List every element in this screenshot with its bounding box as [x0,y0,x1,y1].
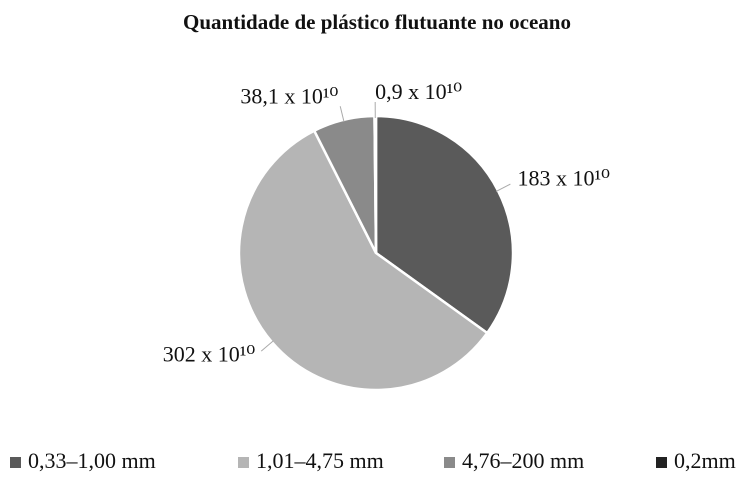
legend-swatch [10,457,21,468]
value-label: 302 x 10¹⁰ [163,341,256,366]
leader-line [260,340,274,352]
legend-label: 0,2mm [674,448,736,473]
legend-label: 0,33–1,00 mm [28,448,156,473]
chart-title: Quantidade de plástico flutuante no ocea… [183,10,571,34]
leader-line [495,183,511,192]
leader-line [339,106,345,122]
pie-slice [373,114,378,254]
value-label: 38,1 x 10¹⁰ [240,84,338,109]
legend-swatch [238,457,249,468]
value-label: 0,9 x 10¹⁰ [375,79,462,104]
legend-label: 1,01–4,75 mm [256,448,384,473]
legend-swatch [444,457,455,468]
value-label: 183 x 10¹⁰ [517,166,610,191]
legend-label: 4,76–200 mm [462,448,584,473]
legend-swatch [656,457,667,468]
